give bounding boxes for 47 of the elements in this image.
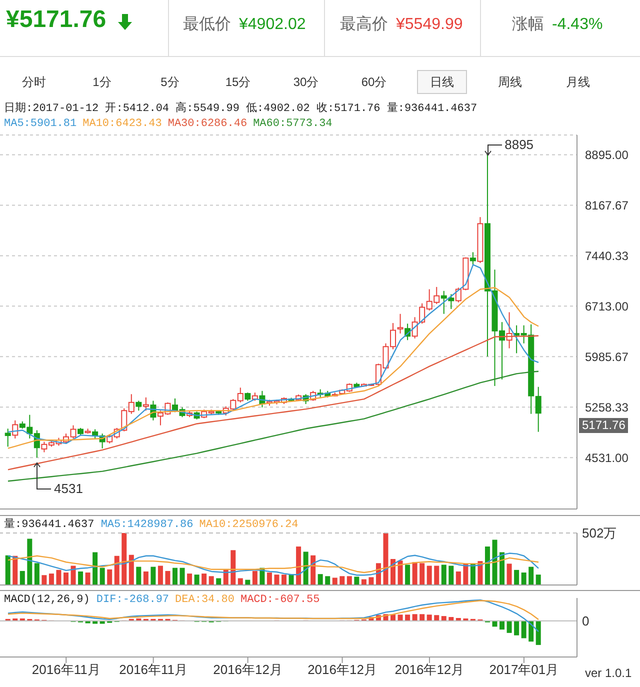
text: 15分 bbox=[224, 74, 252, 91]
text: 5分 bbox=[160, 74, 180, 91]
text: 分时 bbox=[21, 74, 47, 91]
series-label: DIF:-268.97 bbox=[96, 594, 170, 606]
x-tick-label: 2016年12月 bbox=[213, 662, 282, 678]
ref-line-label: 502万 bbox=[582, 526, 617, 541]
text: ¥5171.76 bbox=[6, 6, 106, 34]
text: MA5:1428987.86 bbox=[100, 519, 194, 531]
ref-line-label: 0 bbox=[582, 613, 590, 628]
text: 30分 bbox=[292, 74, 320, 91]
y-tick-label: 5985.67 bbox=[585, 350, 629, 364]
text: 最低价 bbox=[183, 16, 231, 33]
chart-subtitle: 量:936441.4637 bbox=[4, 519, 96, 531]
text: 1分 bbox=[92, 74, 112, 91]
text: 日线 bbox=[417, 70, 467, 94]
x-tick-label: 2016年11月 bbox=[32, 662, 100, 678]
text: MA10:6423.43 bbox=[82, 118, 162, 130]
text: 周线 bbox=[497, 74, 523, 91]
text: 月线 bbox=[565, 74, 591, 91]
text: MA30:6286.46 bbox=[168, 118, 248, 130]
annotation: 8895 bbox=[504, 137, 534, 152]
text: MA60:5773.34 bbox=[253, 118, 332, 130]
text: ¥5549.99 bbox=[396, 16, 463, 33]
y-tick-label: 5258.33 bbox=[585, 400, 629, 414]
text: ver 1.0.1 bbox=[585, 666, 632, 680]
text: MA10:2250976.24 bbox=[199, 519, 298, 531]
text: 60分 bbox=[360, 74, 388, 91]
text: ¥4902.02 bbox=[239, 16, 306, 33]
y-tick-label: 6713.00 bbox=[585, 299, 629, 314]
y-tick-label: 8895.00 bbox=[585, 148, 629, 162]
y-tick-label: 7440.33 bbox=[585, 248, 629, 263]
x-tick-label: 2016年11月 bbox=[119, 662, 188, 678]
text: 涨幅 bbox=[512, 16, 544, 33]
y-tick-label: 8167.67 bbox=[585, 198, 629, 213]
text: 5171.76 bbox=[579, 418, 628, 433]
y-tick-label: 4531.00 bbox=[585, 450, 629, 465]
chart-subtitle: 日期:2017-01-12 开:5412.04 高:5549.99 低:4902.02 收:5171.76 量:936441.4637 bbox=[4, 103, 478, 115]
text: -4.43% bbox=[552, 16, 603, 33]
series-label: DEA:34.80 bbox=[175, 594, 234, 606]
annotation: 4531 bbox=[54, 480, 83, 496]
text: MA5:5901.81 bbox=[4, 118, 77, 130]
text: 最高价 bbox=[340, 16, 388, 33]
series-label: MACD:-607.55 bbox=[240, 594, 320, 606]
chart-subtitle: MACD(12,26,9) bbox=[4, 594, 91, 606]
x-tick-label: 2016年12月 bbox=[308, 662, 377, 678]
x-tick-label: 2016年12月 bbox=[394, 662, 464, 678]
x-tick-label: 2017年01月 bbox=[489, 662, 559, 678]
